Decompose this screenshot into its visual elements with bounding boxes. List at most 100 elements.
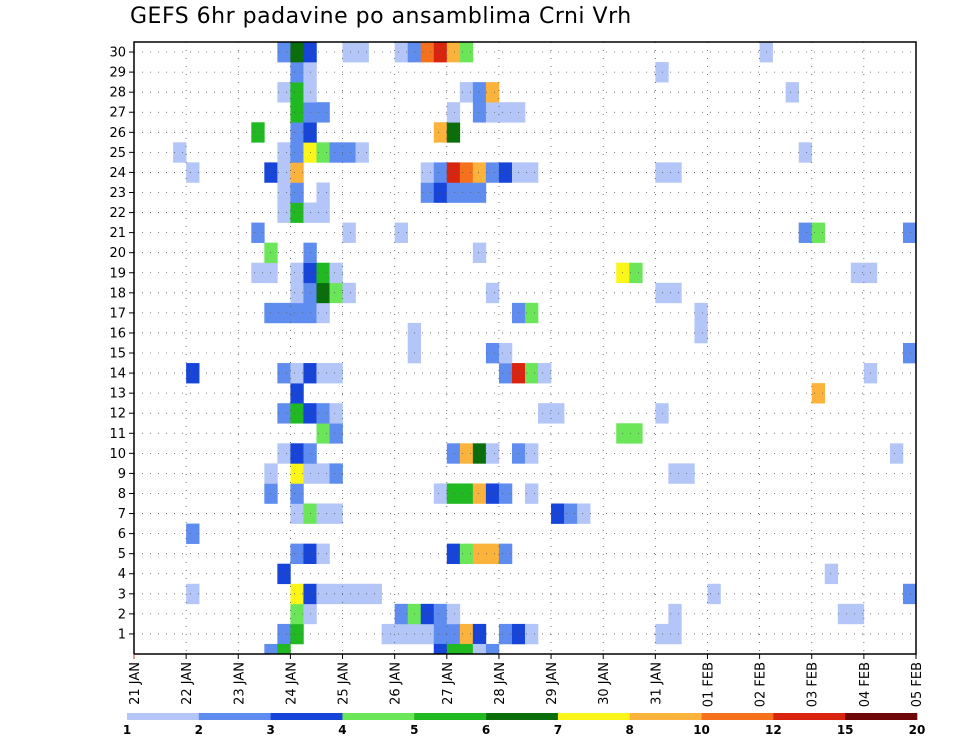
heatmap-cell xyxy=(472,82,487,103)
y-tick-label: 6 xyxy=(118,527,126,542)
heatmap-cell xyxy=(420,623,435,645)
y-tick-label: 2 xyxy=(118,607,126,622)
heatmap-cell xyxy=(551,403,565,424)
heatmap-cell xyxy=(355,42,369,63)
heatmap-cell xyxy=(850,603,865,625)
heatmap-cell xyxy=(186,162,200,183)
plot-frame xyxy=(133,41,917,655)
heatmap-cell xyxy=(525,363,539,384)
heatmap-cell xyxy=(446,102,461,123)
y-tick-label: 15 xyxy=(109,347,126,362)
heatmap-cell xyxy=(433,162,448,183)
heatmap-cell xyxy=(446,603,461,625)
heatmap-cell xyxy=(498,363,513,384)
heatmap-cell xyxy=(277,182,291,203)
heatmap-cell xyxy=(459,483,474,504)
heatmap-cell xyxy=(472,483,487,504)
heatmap-cell xyxy=(472,543,487,565)
heatmap-cells xyxy=(173,42,917,655)
heatmap-cell xyxy=(485,443,500,464)
heatmap-cell xyxy=(277,563,291,585)
heatmap-cell xyxy=(290,543,304,565)
heatmap-cell xyxy=(538,363,552,384)
colorbar-label: 8 xyxy=(626,723,634,737)
heatmap-cell xyxy=(668,162,682,183)
heatmap-cell xyxy=(811,222,826,243)
heatmap-cell xyxy=(525,443,539,464)
heatmap-cell xyxy=(329,262,343,284)
heatmap-cell xyxy=(329,423,343,444)
heatmap-cell xyxy=(420,182,435,203)
heatmap-cell xyxy=(498,162,513,183)
heatmap-cell xyxy=(329,282,343,304)
heatmap-cell xyxy=(551,503,565,524)
heatmap-cell xyxy=(498,543,513,565)
colorbar-swatch xyxy=(845,713,918,720)
y-tick-label: 16 xyxy=(109,326,126,341)
colorbar-swatch xyxy=(486,713,559,720)
heatmap-cell xyxy=(485,483,500,504)
heatmap-cell xyxy=(277,443,291,464)
colorbar-swatch xyxy=(127,713,200,720)
colorbar-swatch xyxy=(270,713,343,720)
heatmap-cell xyxy=(459,643,474,655)
colorbar-label: 6 xyxy=(482,723,490,737)
heatmap-cell xyxy=(251,262,265,284)
heatmap-cell xyxy=(355,583,369,605)
heatmap-cell xyxy=(251,222,265,243)
heatmap-cell xyxy=(472,182,487,203)
heatmap-cell xyxy=(277,82,291,103)
x-tick-label: 31 JAN xyxy=(649,662,664,705)
colorbar-label: 20 xyxy=(909,723,926,737)
heatmap-cell xyxy=(681,463,695,484)
x-tick-label: 26 JAN xyxy=(389,662,404,705)
heatmap-cell xyxy=(420,42,435,63)
heatmap-cell xyxy=(485,282,500,304)
y-tick-label: 4 xyxy=(118,567,126,582)
heatmap-cell xyxy=(290,282,304,304)
heatmap-cell xyxy=(889,443,904,464)
heatmap-cell xyxy=(186,363,200,384)
y-tick-label: 23 xyxy=(109,186,126,201)
heatmap-cell xyxy=(251,122,265,143)
heatmap-cell xyxy=(290,82,304,103)
y-tick-label: 3 xyxy=(118,587,126,602)
y-tick-label: 19 xyxy=(109,266,126,281)
heatmap-cell xyxy=(329,583,343,605)
heatmap-cell xyxy=(902,222,917,243)
heatmap-cell xyxy=(668,282,682,304)
heatmap-cell xyxy=(277,42,291,63)
y-tick-label: 10 xyxy=(109,447,126,462)
heatmap-cell xyxy=(290,443,304,464)
heatmap-cell xyxy=(329,503,343,524)
heatmap-cell xyxy=(850,262,865,284)
heatmap-cell xyxy=(824,563,839,585)
heatmap-cell xyxy=(459,623,474,645)
heatmap-cell xyxy=(668,603,682,625)
heatmap-cell xyxy=(538,403,552,424)
heatmap-cell xyxy=(459,182,474,203)
colorbar-label: 10 xyxy=(693,723,710,737)
heatmap-cell xyxy=(433,483,448,504)
heatmap-cell xyxy=(459,543,474,565)
y-tick-label: 17 xyxy=(109,306,126,321)
heatmap-cell xyxy=(277,403,291,424)
heatmap-cell xyxy=(902,583,917,605)
heatmap-cell xyxy=(433,182,448,203)
y-tick-label: 29 xyxy=(109,66,126,81)
heatmap-cell xyxy=(629,262,643,284)
heatmap-cell xyxy=(459,82,474,103)
heatmap-cell xyxy=(329,403,343,424)
y-tick-label: 21 xyxy=(109,226,126,241)
heatmap-cell xyxy=(290,42,304,63)
heatmap-cell xyxy=(290,122,304,143)
heatmap-cell xyxy=(798,142,813,163)
y-tick-label: 11 xyxy=(109,427,126,442)
heatmap-cell xyxy=(316,363,330,384)
heatmap-cell xyxy=(342,583,356,605)
heatmap-cell xyxy=(433,122,448,143)
heatmap-cell xyxy=(485,543,500,565)
colorbar-swatch xyxy=(629,713,702,720)
heatmap-cell xyxy=(498,623,513,645)
